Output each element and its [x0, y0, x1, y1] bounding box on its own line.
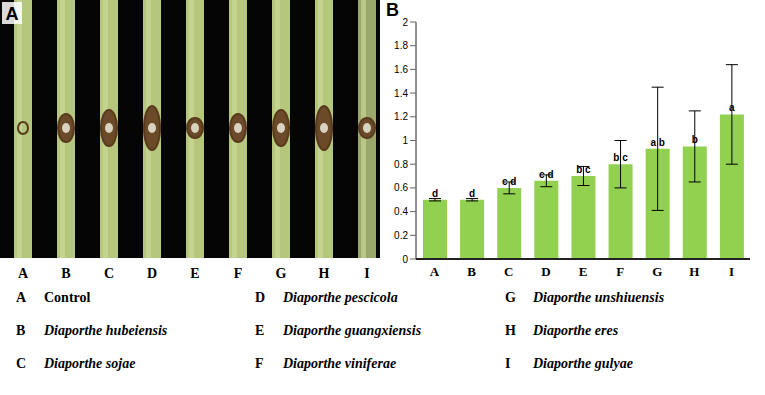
- svg-text:0.4: 0.4: [394, 206, 408, 217]
- html-text:B: B: [386, 0, 399, 20]
- html-text:C: C: [16, 356, 27, 371]
- svg-text:A: A: [6, 4, 19, 24]
- svg-text:0.8: 0.8: [394, 159, 408, 170]
- svg-text:B: B: [467, 264, 476, 279]
- html-text:Diaporthe sojae: Diaporthe sojae: [44, 356, 136, 371]
- svg-text:A: A: [18, 266, 29, 281]
- svg-text:F: F: [234, 266, 243, 281]
- html-text:Diaporthe gulyae: Diaporthe gulyae: [533, 356, 633, 371]
- svg-text:I: I: [729, 264, 734, 279]
- svg-text:C: C: [104, 266, 114, 281]
- svg-text:0.6: 0.6: [394, 182, 408, 193]
- svg-text:F: F: [616, 264, 624, 279]
- html-text:Diaporthe unshiuensis: Diaporthe unshiuensis: [533, 290, 665, 305]
- svg-text:d: d: [469, 188, 475, 199]
- html-text:Control: Control: [44, 290, 91, 305]
- svg-text:B: B: [61, 266, 70, 281]
- html-text:D: D: [255, 290, 266, 305]
- html-text:Diaporthe pescicola: Diaporthe pescicola: [283, 290, 398, 305]
- html-text:Diaporthe eres: Diaporthe eres: [533, 323, 619, 338]
- svg-text:E: E: [190, 266, 199, 281]
- svg-text:c d: c d: [502, 176, 516, 187]
- svg-text:1: 1: [402, 135, 408, 146]
- html-text:F: F: [255, 356, 264, 371]
- html-text:A: A: [16, 290, 27, 305]
- html-text:I: I: [505, 356, 511, 371]
- svg-text:1.6: 1.6: [394, 64, 408, 75]
- svg-text:c d: c d: [539, 169, 553, 180]
- svg-text:a: a: [729, 102, 735, 113]
- html-text:B: B: [16, 323, 26, 338]
- svg-text:0.2: 0.2: [394, 230, 408, 241]
- svg-text:1.2: 1.2: [394, 111, 408, 122]
- svg-text:D: D: [541, 264, 550, 279]
- html-text:G: G: [505, 290, 516, 305]
- svg-text:d: d: [432, 188, 438, 199]
- html-text:E: E: [255, 323, 265, 338]
- svg-text:H: H: [689, 264, 699, 279]
- svg-text:b: b: [692, 134, 698, 145]
- svg-text:G: G: [276, 266, 287, 281]
- svg-text:2: 2: [402, 17, 408, 28]
- html-text:Diaporthe guangxiensis: Diaporthe guangxiensis: [283, 323, 422, 338]
- svg-text:C: C: [504, 264, 513, 279]
- svg-text:b c: b c: [613, 152, 628, 163]
- svg-text:E: E: [579, 264, 588, 279]
- svg-text:I: I: [364, 266, 369, 281]
- html-text:H: H: [505, 323, 516, 338]
- svg-text:G: G: [652, 264, 662, 279]
- html-text:Diaporthe hubeiensis: Diaporthe hubeiensis: [44, 323, 168, 338]
- svg-text:a b: a b: [650, 137, 664, 148]
- svg-text:A: A: [430, 264, 440, 279]
- svg-text:H: H: [319, 266, 330, 281]
- svg-text:b c: b c: [576, 164, 591, 175]
- svg-text:D: D: [147, 266, 157, 281]
- svg-text:1.8: 1.8: [394, 40, 408, 51]
- svg-text:0: 0: [402, 254, 408, 265]
- svg-text:1.4: 1.4: [394, 88, 408, 99]
- html-text:Diaporthe viniferae: Diaporthe viniferae: [283, 356, 397, 371]
